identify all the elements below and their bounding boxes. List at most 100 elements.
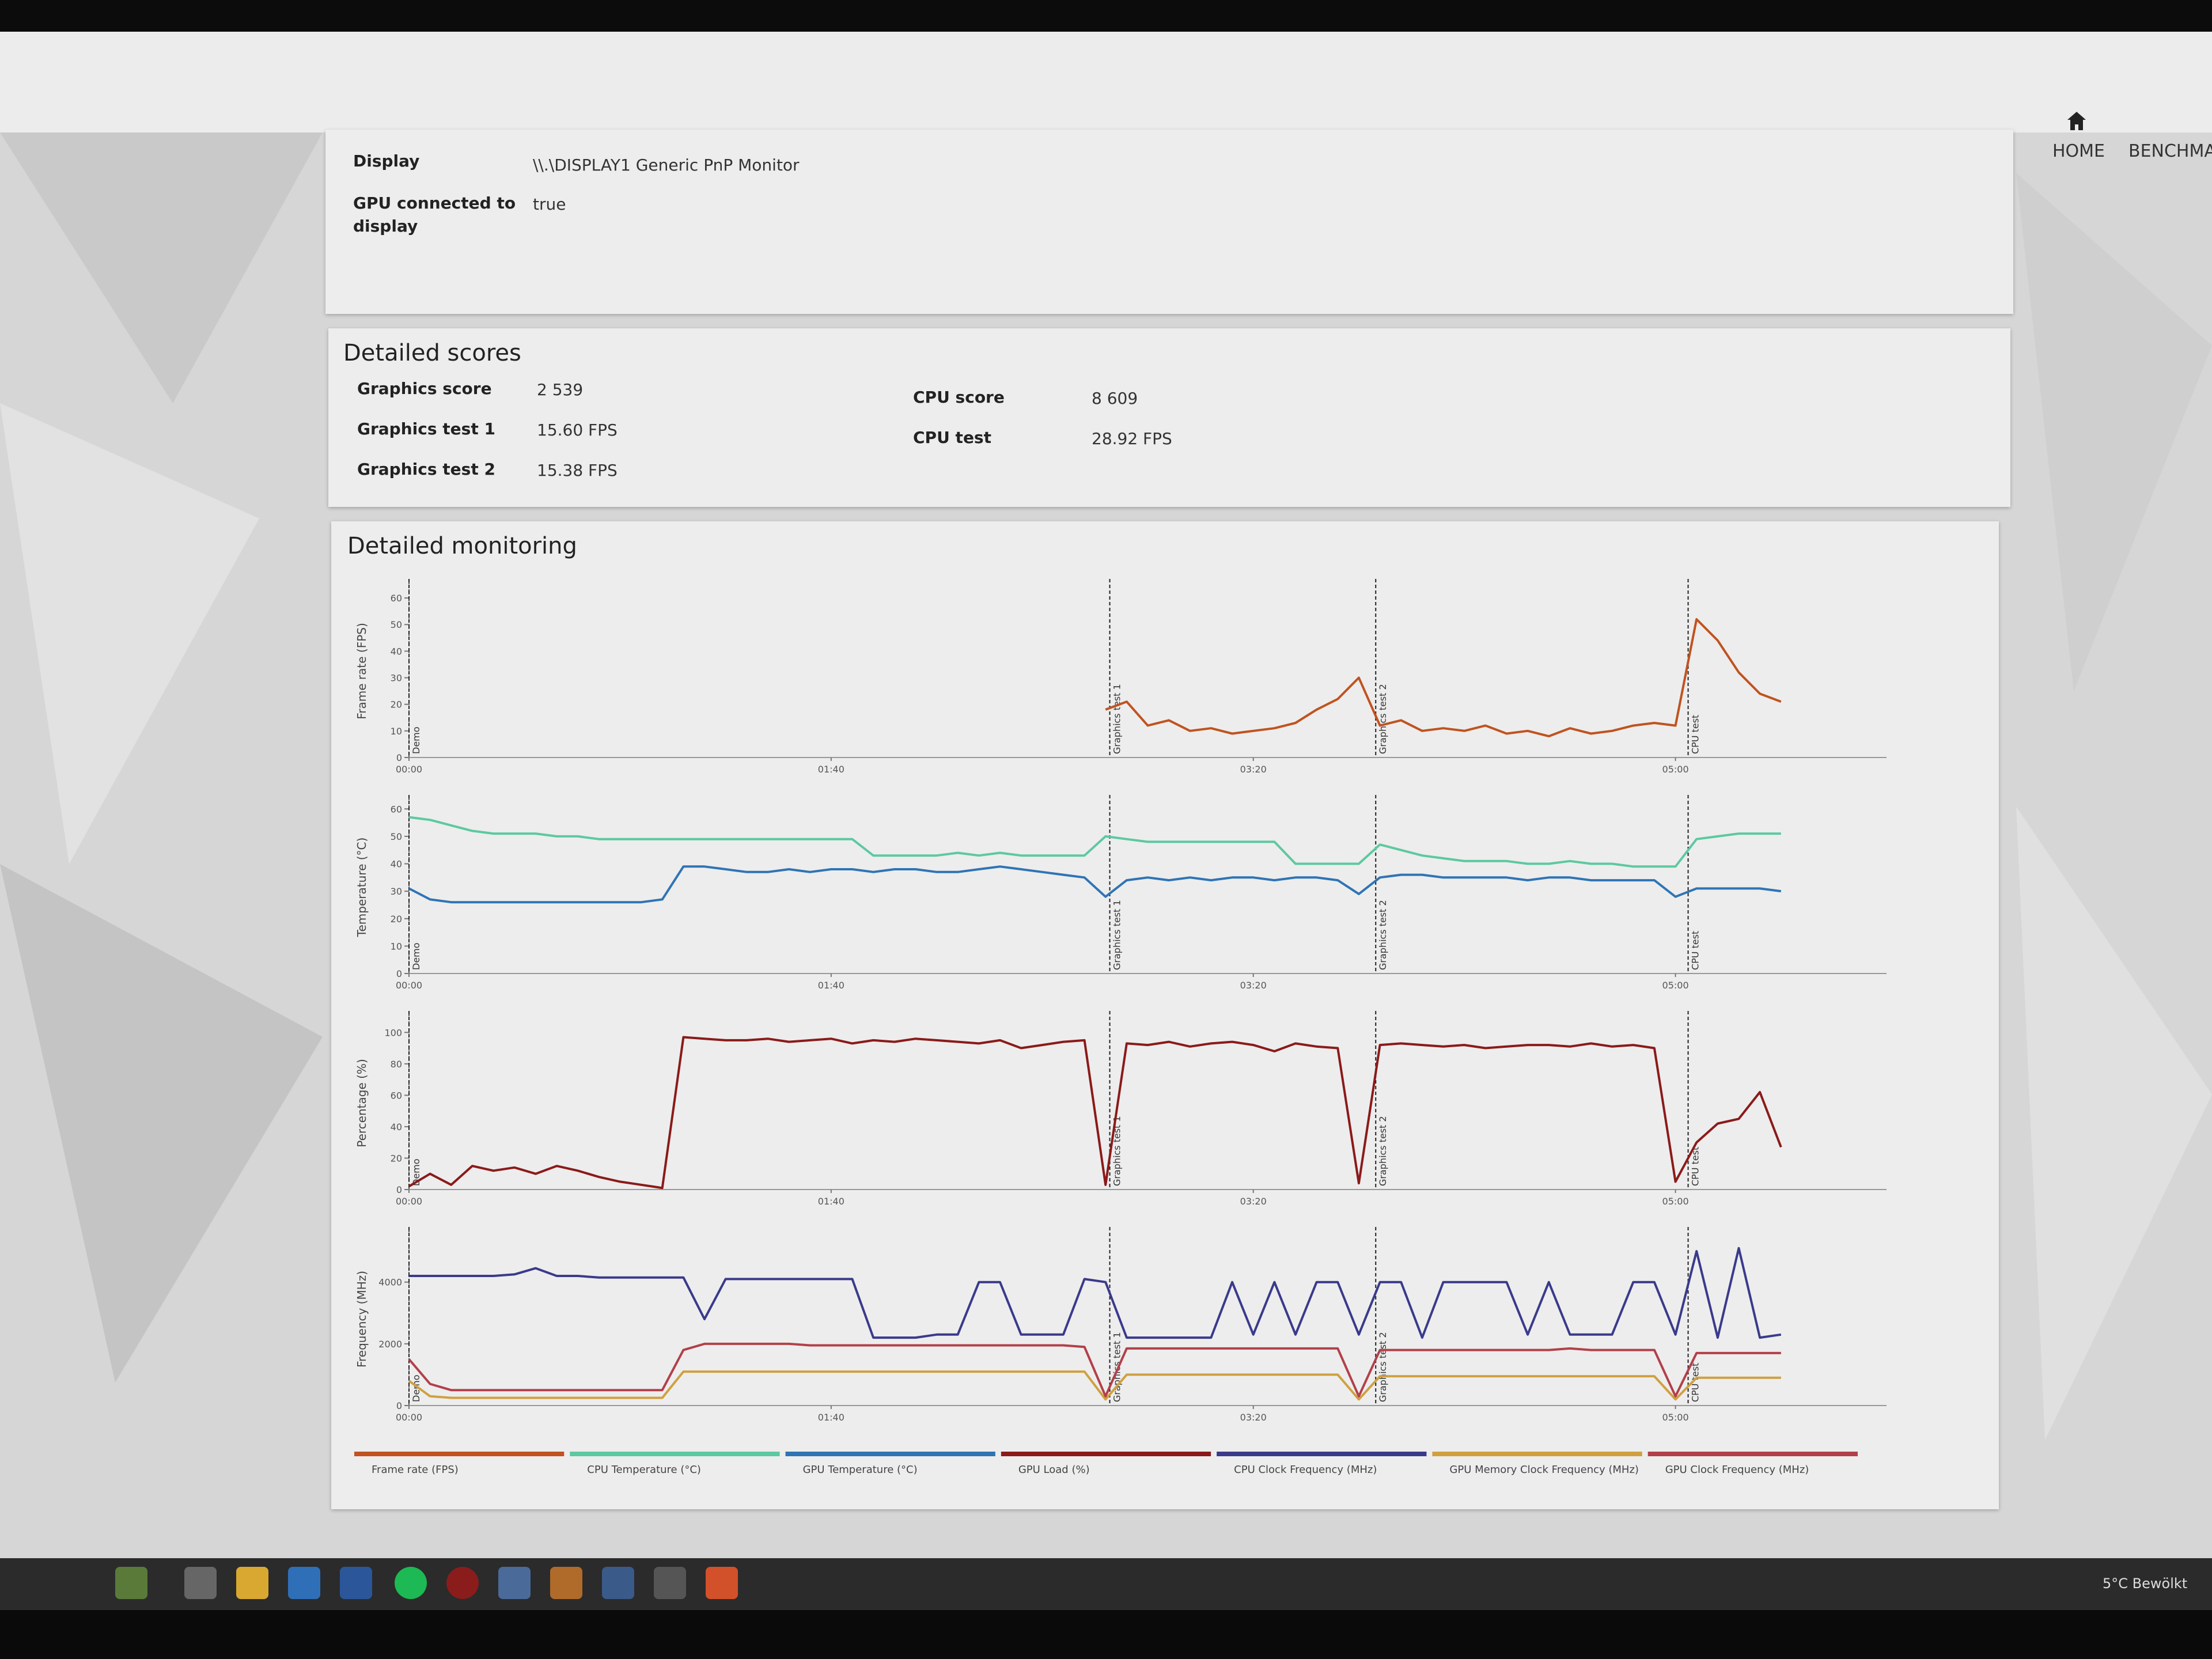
series-line <box>408 1370 1781 1401</box>
y-tick-label: 50 <box>391 619 402 630</box>
legend-label: CPU Temperature (°C) <box>587 1464 701 1476</box>
series-line <box>408 865 1782 904</box>
x-tick-label: 03:20 <box>1240 1196 1267 1207</box>
taskbar-icon[interactable] <box>340 1567 372 1599</box>
legend-swatch <box>1217 1452 1427 1456</box>
y-tick-label: 60 <box>391 593 402 604</box>
score-label: CPU test <box>913 428 991 447</box>
marker-label: Graphics test 2 <box>1377 1332 1388 1402</box>
x-tick-label: 05:00 <box>1662 764 1689 775</box>
taskbar-icon[interactable] <box>550 1567 582 1599</box>
series-line <box>408 816 1781 868</box>
bezel <box>0 0 2212 32</box>
x-tick-label: 00:00 <box>396 1412 422 1423</box>
score-label: CPU score <box>913 388 1005 407</box>
taskbar-icon[interactable] <box>395 1567 427 1599</box>
taskbar <box>0 1558 2212 1610</box>
series-line <box>408 1036 1782 1190</box>
monitoring-charts: Frame rate (FPS) 0 10 20 30 40 50 60 00:00 01:40 0… <box>354 579 1887 1476</box>
x-tick-label: 05:00 <box>1662 1412 1689 1423</box>
taskbar-icon[interactable] <box>706 1567 738 1599</box>
marker-label: Graphics test 2 <box>1377 684 1388 754</box>
taskbar-icon[interactable] <box>115 1567 147 1599</box>
y-tick-label: 20 <box>391 1153 402 1164</box>
marker-label: Demo <box>411 942 422 970</box>
y-tick-label: 80 <box>391 1059 402 1070</box>
score-value: 2 539 <box>537 380 584 399</box>
y-tick-label: 20 <box>391 699 402 710</box>
nav-home[interactable]: HOME <box>2052 141 2105 161</box>
x-tick-label: 05:00 <box>1662 1196 1689 1207</box>
y-tick-label: 0 <box>396 1184 402 1195</box>
marker-label: Graphics test 2 <box>1377 1116 1388 1186</box>
x-tick-label: 00:00 <box>396 1196 422 1207</box>
legend-swatch <box>1432 1452 1642 1456</box>
taskbar-icon[interactable] <box>446 1567 479 1599</box>
legend-swatch <box>1647 1452 1858 1456</box>
x-tick-label: 01:40 <box>818 1196 844 1207</box>
legend-swatch <box>570 1452 780 1456</box>
home-icon <box>2067 112 2086 130</box>
marker-label: Demo <box>411 726 422 754</box>
y-tick-label: 2000 <box>378 1339 402 1350</box>
y-tick-label: 10 <box>391 726 402 737</box>
marker-label: CPU test <box>1690 1363 1701 1402</box>
taskbar-icon[interactable] <box>498 1567 531 1599</box>
row-label: GPU connected to display <box>353 194 516 236</box>
legend-label: Frame rate (FPS) <box>372 1464 459 1476</box>
marker-label: CPU test <box>1690 1147 1701 1186</box>
y-tick-label: 40 <box>391 859 402 870</box>
y-tick-label: 0 <box>396 1400 402 1411</box>
y-tick-label: 60 <box>391 1090 402 1101</box>
y-tick-label: 50 <box>391 831 402 842</box>
legend-label: GPU Memory Clock Frequency (MHz) <box>1449 1464 1639 1476</box>
legend-swatch <box>785 1452 995 1456</box>
x-tick-label: 03:20 <box>1240 764 1267 775</box>
y-tick-label: 10 <box>391 941 402 952</box>
header <box>0 32 2212 132</box>
x-tick-label: 03:20 <box>1240 980 1267 991</box>
shape <box>2016 806 2212 1440</box>
y-tick-label: 40 <box>391 1122 402 1132</box>
row-value: \\.\DISPLAY1 Generic PnP Monitor <box>533 156 800 175</box>
taskbar-icon[interactable] <box>184 1567 217 1599</box>
taskbar-icon[interactable] <box>288 1567 320 1599</box>
display-panel: Display \\.\DISPLAY1 Generic PnP Monitor… <box>325 130 2013 314</box>
x-tick-label: 03:20 <box>1240 1412 1267 1423</box>
y-axis-label: Percentage (%) <box>355 1059 369 1147</box>
shape <box>0 132 323 403</box>
score-value: 15.60 FPS <box>537 421 618 440</box>
score-label: Graphics test 2 <box>357 460 495 479</box>
y-tick-label: 30 <box>391 673 402 684</box>
x-tick-label: 01:40 <box>818 980 844 991</box>
panel-title: Detailed monitoring <box>347 533 577 559</box>
taskbar-icon[interactable] <box>654 1567 686 1599</box>
y-tick-label: 20 <box>391 914 402 925</box>
panel-title: Detailed scores <box>343 340 521 366</box>
series-line <box>408 1342 1781 1397</box>
y-tick-label: 0 <box>396 752 402 763</box>
y-tick-label: 60 <box>391 804 402 815</box>
y-tick-label: 30 <box>391 886 402 897</box>
nav-benchmarks[interactable]: BENCHMARKS <box>2128 141 2212 161</box>
y-axis-label: Frequency (MHz) <box>355 1271 369 1368</box>
taskbar-icon[interactable] <box>236 1567 268 1599</box>
x-tick-label: 01:40 <box>818 1412 844 1423</box>
row-label: Display <box>353 151 420 171</box>
marker-label: Demo <box>411 1374 422 1402</box>
marker-label: Graphics test 1 <box>1112 684 1123 754</box>
taskbar-icon[interactable] <box>602 1567 634 1599</box>
marker-label: CPU test <box>1690 931 1701 970</box>
monitoring-panel: Detailed monitoring Frame rate (FPS) 0 10 2… <box>331 521 1999 1509</box>
bezel <box>0 1610 2212 1659</box>
series-line <box>1105 618 1782 738</box>
legend-label: GPU Temperature (°C) <box>803 1464 918 1476</box>
marker-label: Graphics test 2 <box>1377 900 1388 970</box>
shape <box>0 864 323 1382</box>
y-tick-label: 100 <box>384 1027 402 1038</box>
weather: 5°C Bewölkt <box>2103 1575 2188 1592</box>
score-value: 8 609 <box>1092 389 1138 408</box>
marker-label: CPU test <box>1690 715 1701 754</box>
y-axis-label: Temperature (°C) <box>355 838 369 938</box>
